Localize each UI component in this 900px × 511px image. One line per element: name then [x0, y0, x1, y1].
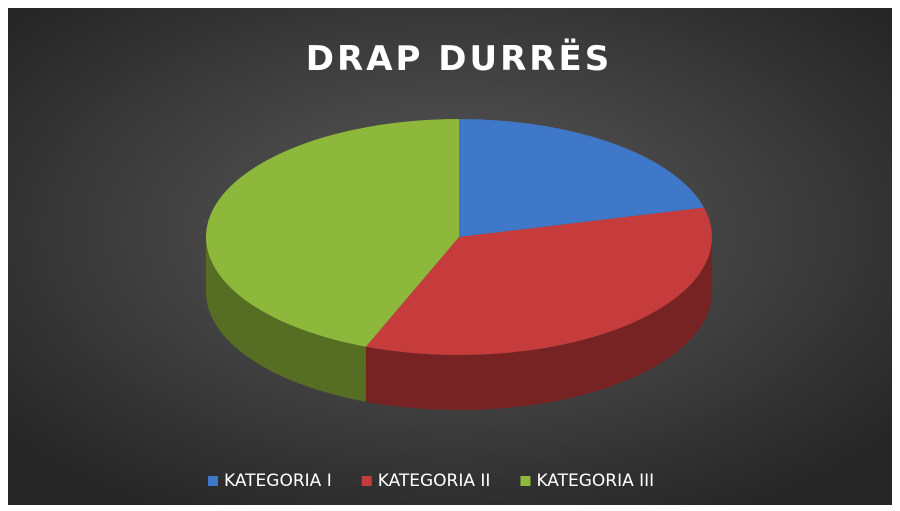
- slice: [459, 119, 705, 237]
- legend-marker: [208, 476, 218, 486]
- legend-marker: [520, 476, 531, 486]
- slice-side: [206, 237, 366, 402]
- legend-label: KATEGORIA III: [536, 471, 654, 491]
- legend: KATEGORIA I KATEGORIA II KATEGORIA III: [208, 471, 654, 491]
- chart-title: DRAP DURRËS: [306, 38, 612, 79]
- pie: [205, 119, 712, 410]
- slice-side: [365, 237, 712, 410]
- slice: [365, 207, 712, 355]
- legend-marker: [361, 476, 372, 486]
- legend-label: KATEGORIA II: [378, 471, 491, 491]
- legend-label: KATEGORIA I: [224, 471, 332, 491]
- slice: [205, 119, 459, 347]
- pie-tops: [205, 119, 712, 355]
- pie-sides: [206, 237, 712, 410]
